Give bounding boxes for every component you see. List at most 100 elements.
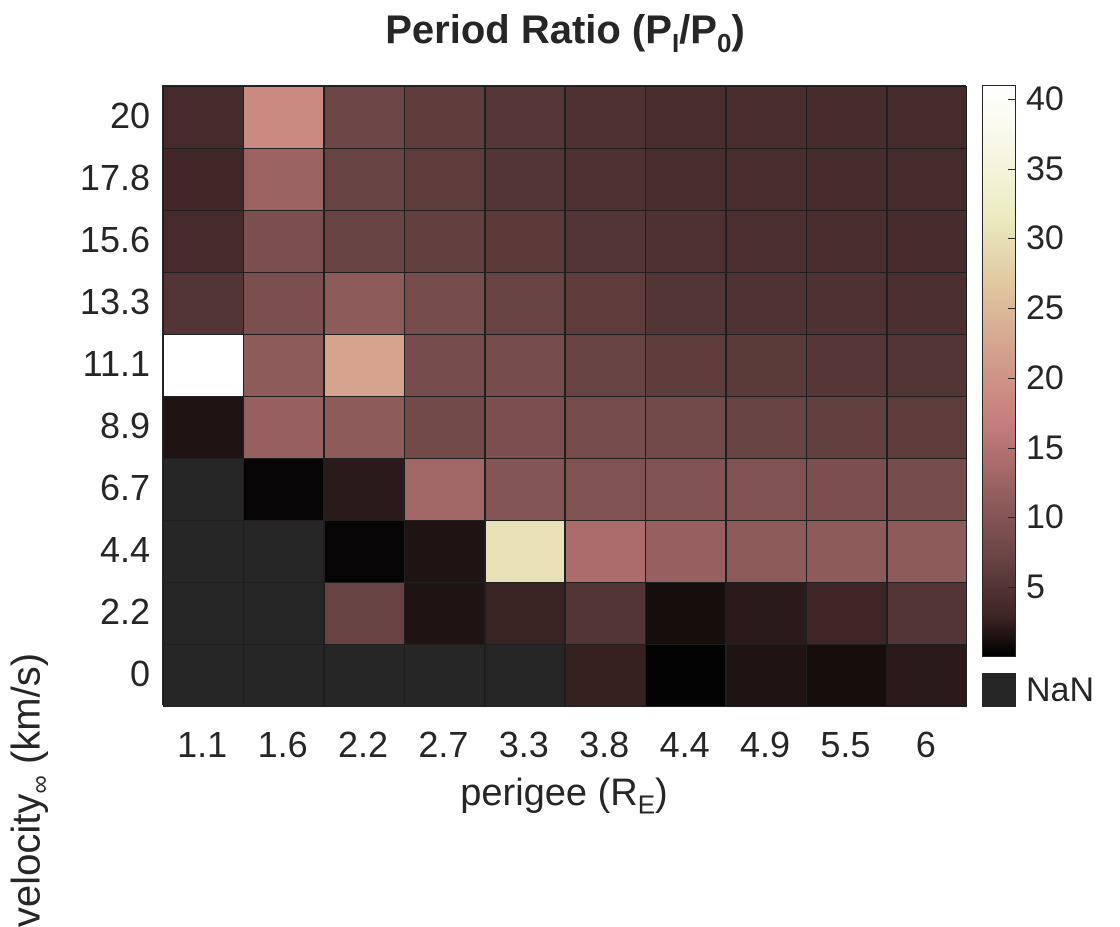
heatmap-cell — [806, 334, 888, 397]
heatmap-cell — [565, 148, 646, 211]
x-tick-label: 5.5 — [820, 724, 871, 765]
x-tick-label: 3.8 — [579, 724, 630, 765]
heatmap-cell — [484, 334, 566, 397]
y-tick-label: 20 — [109, 95, 150, 136]
heatmap-cell — [565, 458, 646, 521]
colorbar-tick-label: 20 — [1026, 358, 1064, 397]
heatmap-cell — [565, 396, 646, 459]
heatmap-cell — [323, 272, 405, 335]
heatmap-cell — [243, 334, 325, 397]
heatmap-cell — [886, 644, 968, 707]
heatmap-cell — [484, 644, 566, 707]
heatmap-cell — [404, 644, 486, 707]
y-tick-label: 2.2 — [99, 591, 150, 632]
heatmap-cell — [243, 86, 325, 149]
heatmap-cell — [243, 520, 325, 583]
colorbar-tick-mark — [1008, 98, 1016, 100]
colorbar-tick-mark — [1008, 377, 1016, 379]
heatmap-cell — [404, 396, 486, 459]
heatmap-cell — [243, 148, 325, 211]
heatmap-cell — [806, 148, 888, 211]
colorbar-tick-label: 15 — [1026, 428, 1064, 467]
y-tick-label: 0 — [129, 653, 150, 694]
heatmap-cell — [565, 86, 646, 149]
heatmap-cell — [484, 86, 566, 149]
heatmap-cell — [886, 582, 968, 645]
heatmap-cell — [163, 334, 244, 397]
y-tick-label: 15.6 — [79, 219, 150, 260]
heatmap-cell — [163, 458, 244, 521]
heatmap-cell — [404, 86, 486, 149]
heatmap-cell — [645, 210, 727, 273]
heatmap-cell — [565, 334, 646, 397]
heatmap-cell — [484, 396, 566, 459]
heatmap-cell — [484, 458, 566, 521]
heatmap-cell — [725, 334, 807, 397]
heatmap-cell — [645, 396, 727, 459]
heatmap-cell — [886, 86, 968, 149]
heatmap-cell — [404, 458, 486, 521]
heatmap-cell — [163, 148, 244, 211]
heatmap-cell — [806, 396, 888, 459]
heatmap-cell — [725, 86, 807, 149]
heatmap-cell — [323, 210, 405, 273]
y-tick-label: 8.9 — [99, 405, 150, 446]
heatmap-cell — [725, 396, 807, 459]
x-tick-label: 2.7 — [418, 724, 469, 765]
heatmap-cell — [645, 520, 727, 583]
heatmap-cell — [725, 210, 807, 273]
heatmap-cell — [645, 582, 727, 645]
heatmap-cell — [243, 210, 325, 273]
heatmap-cell — [323, 396, 405, 459]
heatmap-cell — [565, 272, 646, 335]
colorbar-tick-label: 25 — [1026, 289, 1064, 328]
heatmap-cell — [404, 520, 486, 583]
x-tick-label: 4.4 — [659, 724, 710, 765]
heatmap-cell — [484, 582, 566, 645]
heatmap-cell — [404, 272, 486, 335]
colorbar-tick-mark — [1008, 168, 1016, 170]
x-tick-label: 1.6 — [257, 724, 308, 765]
heatmap-cell — [163, 272, 244, 335]
heatmap-cell — [323, 520, 405, 583]
heatmap-cell — [565, 520, 646, 583]
colorbar-tick-mark — [1008, 587, 1016, 589]
heatmap-cell — [484, 520, 566, 583]
heatmap-cell — [806, 520, 888, 583]
heatmap-cell — [565, 582, 646, 645]
heatmap-cell — [886, 148, 968, 211]
heatmap-cell — [886, 210, 968, 273]
colorbar-tick-label: 35 — [1026, 149, 1064, 188]
heatmap-cell — [806, 458, 888, 521]
heatmap-cell — [645, 644, 727, 707]
heatmap-cell — [886, 272, 968, 335]
x-axis-label: perigee (RE) — [460, 772, 668, 820]
heatmap-cell — [484, 148, 566, 211]
colorbar-tick-mark — [1008, 447, 1016, 449]
heatmap-cell — [243, 396, 325, 459]
heatmap-cell — [484, 210, 566, 273]
heatmap-cell — [323, 582, 405, 645]
chart-title: Period Ratio (PI/P0) — [385, 8, 745, 58]
x-tick-label: 2.2 — [337, 724, 389, 765]
y-tick-label: 11.1 — [82, 343, 150, 384]
heatmap-plot-area — [162, 85, 968, 707]
y-tick-label: 17.8 — [79, 157, 150, 198]
heatmap-cell — [806, 210, 888, 273]
x-tick-label: 3.3 — [498, 724, 549, 765]
heatmap-cell — [806, 86, 888, 149]
heatmap-cell — [323, 334, 405, 397]
colorbar-tick-mark — [1008, 517, 1016, 519]
heatmap-cell — [565, 210, 646, 273]
colorbar-tick-label: 40 — [1026, 79, 1064, 118]
heatmap-cell — [323, 86, 405, 149]
heatmap-cell — [404, 210, 486, 273]
heatmap-cell — [645, 272, 727, 335]
colorbar-tick-mark — [1008, 238, 1016, 240]
heatmap-cell — [163, 520, 244, 583]
heatmap-cell — [404, 334, 486, 397]
heatmap-cell — [806, 272, 888, 335]
heatmap-cell — [645, 334, 727, 397]
heatmap-cell — [725, 644, 807, 707]
heatmap-cell — [243, 582, 325, 645]
